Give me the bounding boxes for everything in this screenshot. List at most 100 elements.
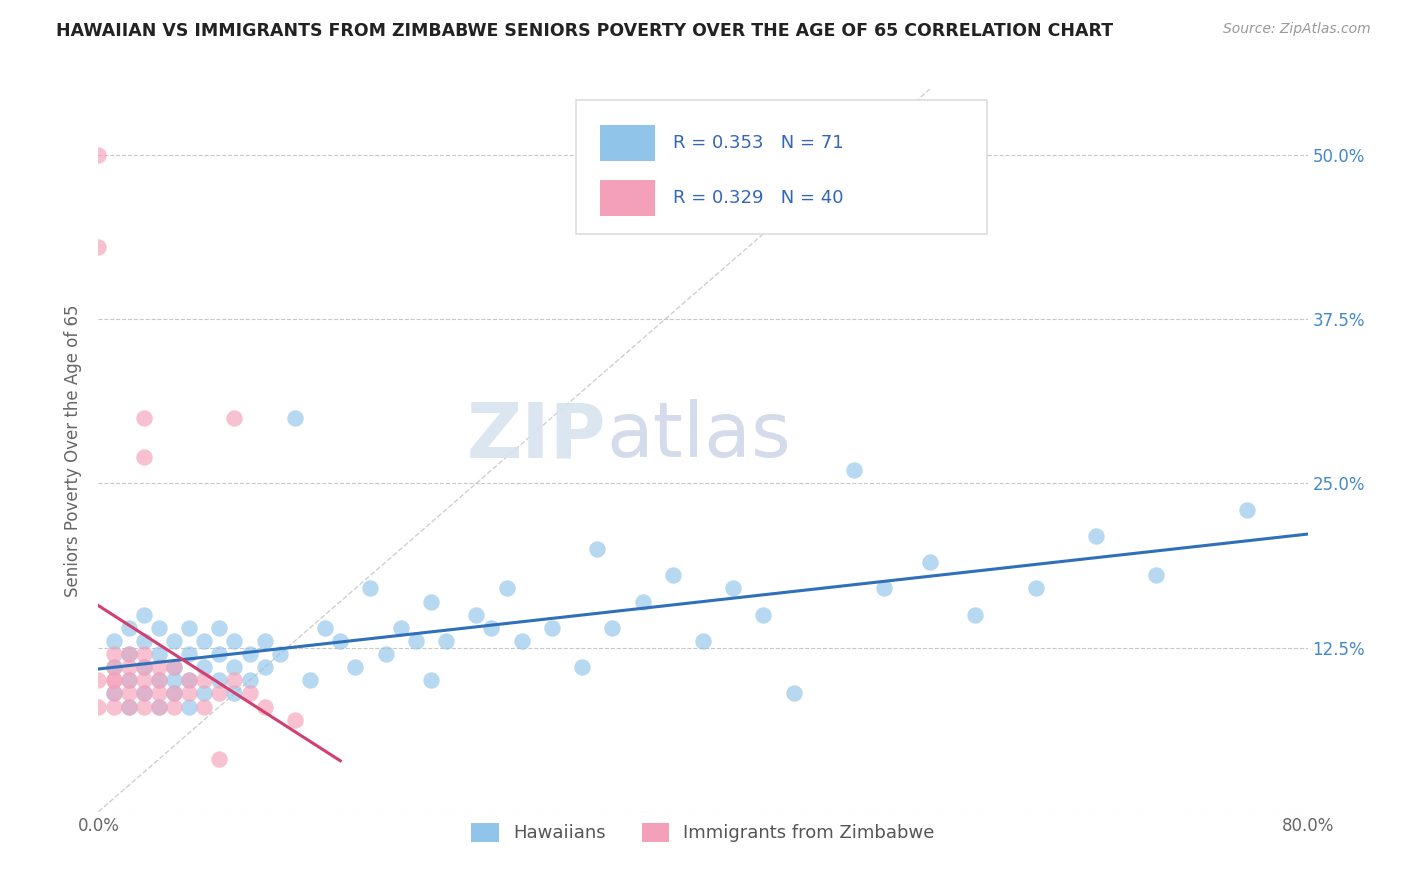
Point bbox=[299, 673, 322, 688]
Point bbox=[87, 673, 110, 688]
Point bbox=[132, 699, 155, 714]
Point bbox=[465, 607, 488, 622]
Point bbox=[224, 634, 246, 648]
Point bbox=[132, 450, 155, 464]
Point bbox=[132, 673, 155, 688]
Legend: Hawaiians, Immigrants from Zimbabwe: Hawaiians, Immigrants from Zimbabwe bbox=[464, 816, 942, 850]
Point bbox=[179, 647, 201, 661]
Point bbox=[1236, 502, 1258, 516]
Point bbox=[118, 621, 141, 635]
Point bbox=[132, 634, 155, 648]
Point bbox=[692, 634, 714, 648]
Point bbox=[586, 541, 609, 556]
Point bbox=[163, 686, 186, 700]
Point bbox=[481, 621, 503, 635]
Point bbox=[163, 699, 186, 714]
Point bbox=[284, 410, 307, 425]
Point bbox=[118, 699, 141, 714]
Point bbox=[239, 647, 262, 661]
Point bbox=[344, 660, 367, 674]
Point bbox=[132, 686, 155, 700]
Point bbox=[148, 647, 170, 661]
Point bbox=[132, 607, 155, 622]
Point bbox=[844, 463, 866, 477]
Point bbox=[118, 647, 141, 661]
Point bbox=[434, 634, 457, 648]
Point bbox=[132, 410, 155, 425]
Bar bbox=[600, 125, 655, 161]
Text: R = 0.353   N = 71: R = 0.353 N = 71 bbox=[673, 135, 844, 153]
Point bbox=[148, 699, 170, 714]
Point bbox=[163, 686, 186, 700]
Point bbox=[103, 673, 125, 688]
Point bbox=[193, 699, 215, 714]
Point bbox=[329, 634, 352, 648]
Point bbox=[87, 148, 110, 162]
Point bbox=[269, 647, 291, 661]
Point bbox=[510, 634, 533, 648]
Point bbox=[179, 686, 201, 700]
Point bbox=[179, 621, 201, 635]
Point bbox=[374, 647, 396, 661]
Point bbox=[314, 621, 336, 635]
Point bbox=[965, 607, 987, 622]
Point bbox=[148, 660, 170, 674]
Point bbox=[163, 634, 186, 648]
Point bbox=[118, 647, 141, 661]
Point bbox=[239, 673, 262, 688]
Point bbox=[87, 240, 110, 254]
Point bbox=[1085, 529, 1108, 543]
Point bbox=[918, 555, 941, 569]
Point bbox=[118, 660, 141, 674]
Point bbox=[631, 594, 654, 608]
Point bbox=[873, 582, 896, 596]
Point bbox=[723, 582, 745, 596]
Point bbox=[360, 582, 382, 596]
Point bbox=[179, 673, 201, 688]
Point bbox=[132, 647, 155, 661]
Point bbox=[148, 621, 170, 635]
Point bbox=[224, 686, 246, 700]
Point bbox=[208, 647, 231, 661]
Point bbox=[163, 660, 186, 674]
Point bbox=[103, 686, 125, 700]
Point bbox=[239, 686, 262, 700]
Point bbox=[571, 660, 593, 674]
Point bbox=[103, 673, 125, 688]
FancyBboxPatch shape bbox=[576, 100, 987, 234]
Text: R = 0.329   N = 40: R = 0.329 N = 40 bbox=[673, 188, 844, 207]
Point bbox=[224, 410, 246, 425]
Point bbox=[193, 673, 215, 688]
Point bbox=[224, 660, 246, 674]
Point bbox=[208, 673, 231, 688]
Point bbox=[163, 660, 186, 674]
Point bbox=[224, 673, 246, 688]
Point bbox=[1144, 568, 1167, 582]
Point bbox=[179, 699, 201, 714]
Point bbox=[253, 634, 276, 648]
Point bbox=[208, 621, 231, 635]
Point bbox=[118, 686, 141, 700]
Point bbox=[132, 660, 155, 674]
Point bbox=[118, 699, 141, 714]
Point bbox=[420, 673, 443, 688]
Point bbox=[132, 686, 155, 700]
Point bbox=[661, 568, 683, 582]
Text: atlas: atlas bbox=[606, 399, 792, 473]
Text: Source: ZipAtlas.com: Source: ZipAtlas.com bbox=[1223, 22, 1371, 37]
Point bbox=[118, 673, 141, 688]
Point bbox=[148, 673, 170, 688]
Point bbox=[148, 673, 170, 688]
Point bbox=[132, 660, 155, 674]
Point bbox=[163, 673, 186, 688]
Point bbox=[253, 699, 276, 714]
Point bbox=[148, 686, 170, 700]
Point bbox=[103, 647, 125, 661]
Point bbox=[193, 660, 215, 674]
Point bbox=[193, 634, 215, 648]
Text: ZIP: ZIP bbox=[467, 399, 606, 473]
Point bbox=[253, 660, 276, 674]
Point bbox=[495, 582, 517, 596]
Point bbox=[540, 621, 562, 635]
Point bbox=[405, 634, 427, 648]
